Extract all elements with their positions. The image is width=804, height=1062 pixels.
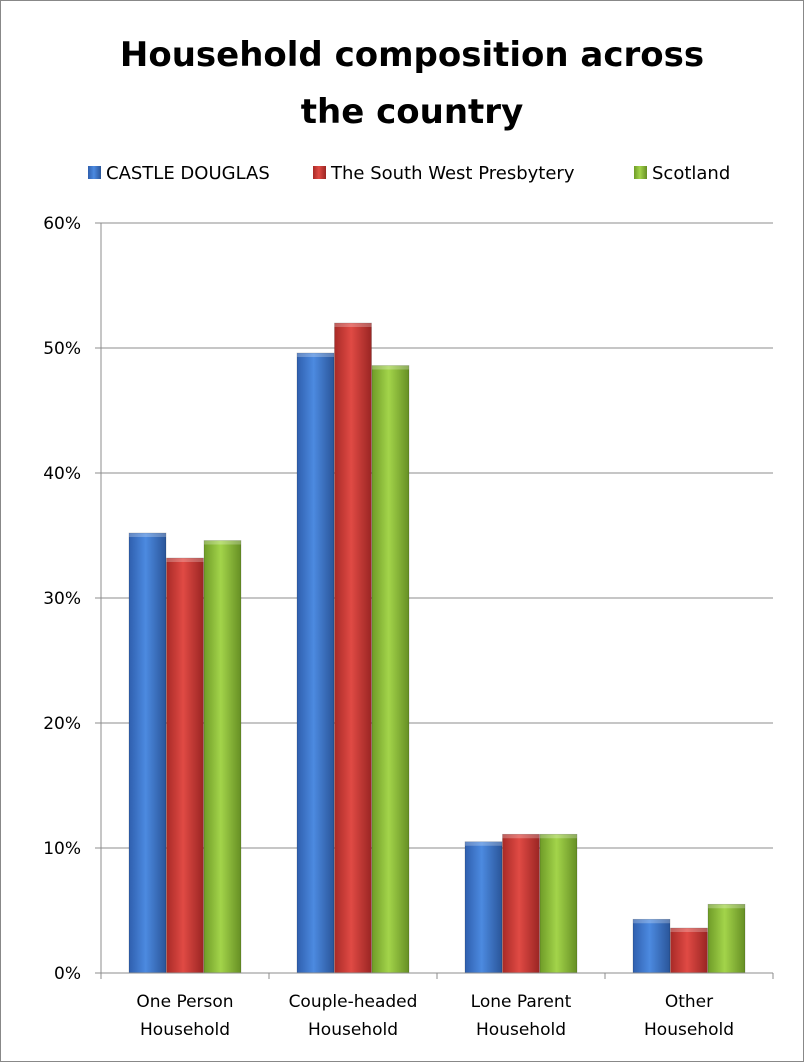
y-tick-label-2: 20% <box>43 714 81 734</box>
legend: CASTLE DOUGLAS The South West Presbytery S… <box>88 163 730 184</box>
legend-swatch-1 <box>313 166 326 179</box>
bar-1-0 <box>296 352 335 974</box>
category-label-0-line-0: One Person <box>136 992 233 1012</box>
bar-2-1 <box>502 833 540 974</box>
category-label-1-line-0: Couple-headed <box>289 992 418 1012</box>
y-tick-label-5: 50% <box>43 339 81 359</box>
y-tick-label-4: 40% <box>43 464 81 484</box>
y-tick-label-0: 0% <box>54 964 81 984</box>
bar-bevel-0-0 <box>129 533 166 537</box>
bar-bevel-1-0 <box>297 353 334 357</box>
bar-3-0 <box>632 918 671 974</box>
legend-swatch-2 <box>634 166 647 179</box>
y-tick-label-1: 10% <box>43 839 81 859</box>
bar-bevel-2-2 <box>540 834 577 839</box>
bar-3-2 <box>707 903 746 974</box>
legend-swatch-0 <box>88 166 101 179</box>
category-label-2-line-0: Lone Parent <box>471 992 572 1012</box>
bar-bevel-3-0 <box>633 919 670 924</box>
bars <box>128 322 746 974</box>
category-label-0-line-1: Household <box>140 1020 230 1040</box>
category-label-2-line-1: Household <box>476 1020 566 1040</box>
y-tick-label-6: 60% <box>43 214 81 234</box>
category-label-1-line-1: Household <box>308 1020 398 1040</box>
bar-bevel-1-1 <box>334 323 372 327</box>
bar-bevel-2-0 <box>465 841 502 846</box>
bar-bevel-3-1 <box>670 928 708 932</box>
x-category-labels: One Person Household Couple-headed Househol… <box>136 992 734 1040</box>
axes <box>95 222 774 979</box>
bar-1-1 <box>334 322 372 974</box>
bar-bevel-2-1 <box>502 834 540 839</box>
bar-0-2 <box>203 540 242 974</box>
bar-bevel-0-1 <box>166 558 204 562</box>
bar-0-1 <box>166 557 204 974</box>
category-label-3-line-0: Other <box>665 992 713 1012</box>
chart-title-line-2: the country <box>301 92 523 132</box>
bar-bevel-1-2 <box>372 365 409 370</box>
y-tick-labels: 0% 10% 20% 30% 40% 50% 60% <box>43 214 81 984</box>
bar-0-0 <box>128 532 167 974</box>
legend-label-1: The South West Presbytery <box>330 163 575 184</box>
legend-label-0: CASTLE DOUGLAS <box>106 163 270 184</box>
bar-3-1 <box>670 927 708 974</box>
bar-bevel-3-2 <box>708 904 745 909</box>
chart-title-line-1: Household composition across <box>120 35 704 75</box>
legend-label-2: Scotland <box>652 163 730 184</box>
y-tick-label-3: 30% <box>43 589 81 609</box>
bar-2-0 <box>464 841 503 974</box>
bar-bevel-0-2 <box>204 540 241 545</box>
bar-2-2 <box>539 833 578 974</box>
category-label-3-line-1: Household <box>644 1020 734 1040</box>
bar-1-2 <box>371 365 410 974</box>
